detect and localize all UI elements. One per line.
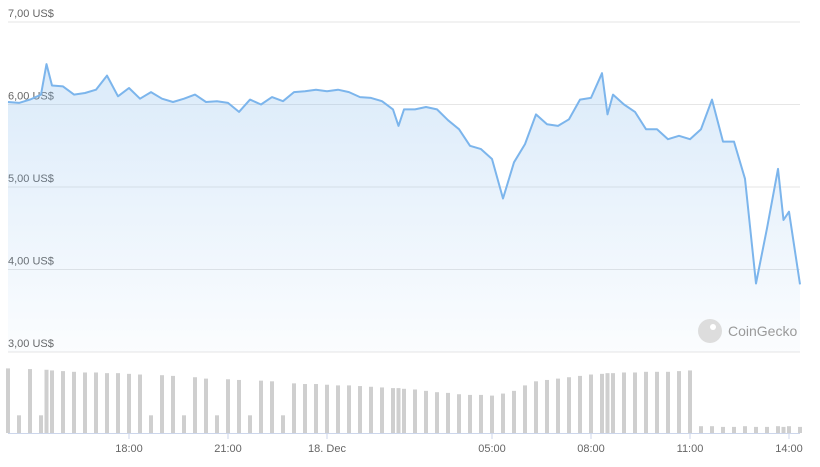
- volume-bar: [446, 392, 450, 433]
- volume-bar: [61, 371, 65, 433]
- volume-bar: [754, 426, 758, 433]
- volume-bar: [215, 415, 219, 433]
- volume-bar: [292, 383, 296, 433]
- volume-bar: [468, 394, 472, 433]
- volume-bar: [391, 388, 395, 433]
- volume-bar: [28, 369, 32, 433]
- volume-bar: [44, 369, 49, 433]
- volume-bar: [424, 390, 428, 433]
- volume-bar: [396, 388, 401, 433]
- volume-bar: [83, 372, 87, 433]
- volume-bar: [303, 384, 307, 433]
- volume-bar: [435, 392, 439, 433]
- volume-bar: [171, 375, 175, 433]
- volume-bar: [105, 373, 109, 433]
- volume-bar: [600, 373, 604, 433]
- watermark-icon: [698, 319, 722, 343]
- volume-bar: [347, 385, 351, 433]
- volume-bar: [259, 380, 263, 433]
- volume-bar: [17, 415, 21, 433]
- volume-bar: [567, 377, 571, 433]
- watermark-icon-eye: [710, 324, 716, 330]
- volume-bar: [270, 381, 274, 433]
- volume-bar: [677, 371, 681, 433]
- volume-bar: [402, 388, 406, 433]
- volume-bar: [688, 370, 692, 433]
- watermark-text: CoinGecko: [728, 323, 797, 339]
- volume-bar: [314, 384, 318, 433]
- volume-bar: [611, 373, 615, 433]
- volume-bar: [781, 426, 786, 433]
- volume-bar: [193, 377, 197, 433]
- volume-bar: [776, 426, 780, 433]
- volume-bar: [699, 426, 703, 433]
- volume-bar: [72, 371, 76, 433]
- volume-bar: [138, 374, 142, 433]
- volume-bar: [50, 370, 54, 433]
- volume-bar: [605, 373, 610, 433]
- volume-bar: [666, 371, 670, 433]
- volume-bar: [644, 371, 648, 433]
- volume-bar: [457, 394, 461, 433]
- volume-bar: [204, 378, 208, 433]
- volume-bar: [248, 415, 252, 433]
- volume-bar: [523, 385, 527, 433]
- volume-bar: [479, 394, 483, 433]
- volume-bar: [39, 415, 43, 433]
- volume-bar: [413, 389, 417, 433]
- volume-bar: [281, 415, 285, 433]
- volume-bar: [512, 390, 516, 433]
- x-tick-label: 18. Dec: [308, 443, 346, 455]
- volume-bar: [94, 372, 98, 433]
- x-tick-label: 18:00: [115, 443, 143, 455]
- x-tick-label: 11:00: [677, 443, 704, 455]
- volume-bar: [358, 386, 362, 433]
- volume-bar: [798, 426, 802, 433]
- x-tick-label: 21:00: [214, 443, 242, 455]
- volume-bar: [787, 426, 791, 433]
- price-area: [8, 64, 800, 352]
- volume-bar: [160, 375, 164, 433]
- volume-bar: [226, 379, 230, 433]
- volume-bar: [127, 373, 131, 433]
- volume-bar: [369, 386, 373, 433]
- volume-bar: [116, 373, 120, 433]
- volume-bar: [622, 372, 626, 433]
- price-line: [7, 63, 801, 285]
- volume-bar: [380, 387, 384, 433]
- volume-bar: [633, 372, 637, 433]
- volume-bar: [721, 426, 725, 433]
- volume-bar: [534, 381, 538, 433]
- volume-bar: [556, 378, 560, 433]
- volume-bar: [182, 415, 186, 433]
- volume-bar: [501, 393, 505, 433]
- volume-bar: [743, 426, 747, 433]
- volume-bar: [490, 395, 494, 433]
- volume-bar: [655, 371, 659, 433]
- volume-bar: [325, 384, 329, 433]
- volume-bar: [578, 375, 582, 433]
- volume-bar: [336, 385, 340, 433]
- volume-bar: [710, 426, 714, 433]
- x-tick-label: 05:00: [478, 443, 506, 455]
- x-tick-label: 08:00: [577, 443, 605, 455]
- watermark: CoinGecko: [698, 319, 797, 343]
- volume-bar: [732, 426, 736, 433]
- volume-bar: [589, 374, 593, 433]
- volume-bar: [765, 426, 769, 433]
- y-tick-label: 7,00 US$: [8, 8, 54, 20]
- volume-bar: [545, 379, 549, 433]
- volume-bar: [237, 379, 241, 433]
- volume-bar: [149, 415, 153, 433]
- x-tick-label: 14:00: [775, 443, 803, 455]
- volume-bar: [6, 368, 10, 433]
